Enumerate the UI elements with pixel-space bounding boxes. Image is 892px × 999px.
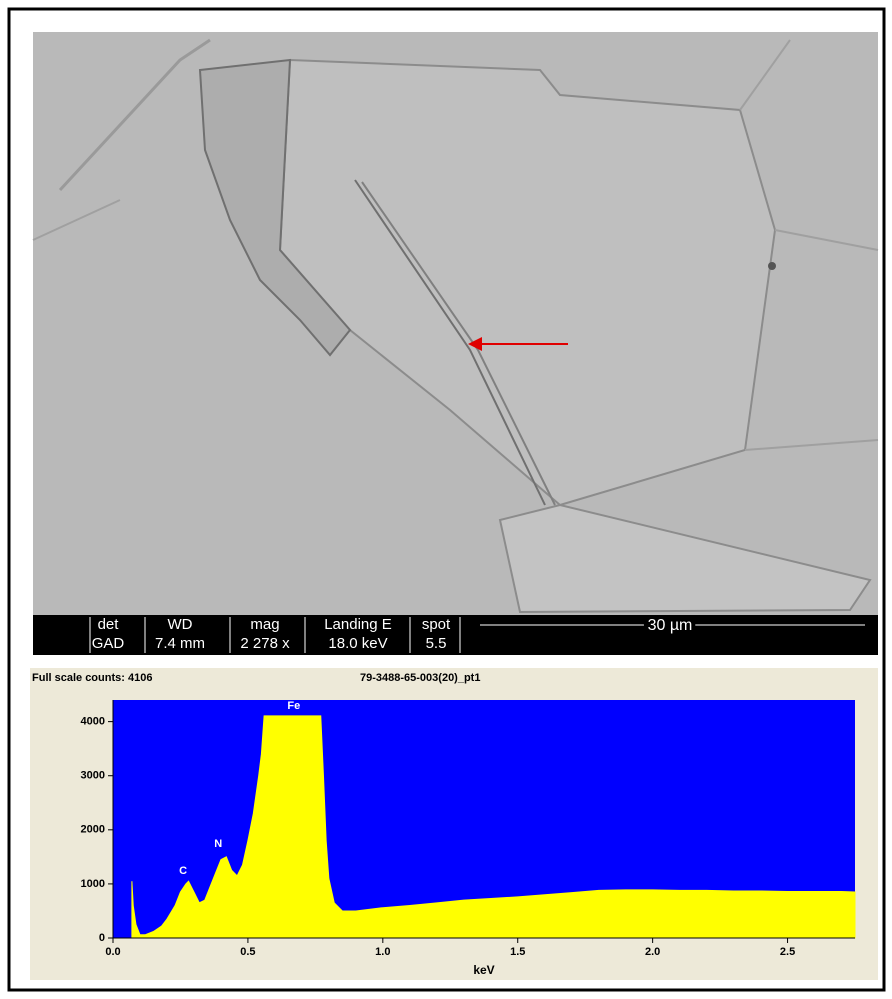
y-tick-label: 1000 (81, 878, 105, 890)
sem-info-value: 2 278 x (240, 635, 290, 652)
spectrum-area (131, 715, 856, 939)
sem-info-bar (33, 615, 878, 655)
sem-info-value: GAD (92, 635, 125, 652)
y-tick-label: 2000 (81, 824, 105, 836)
x-tick-label: 2.5 (780, 946, 795, 958)
chart-subtitle: Full scale counts: 4106 (32, 672, 152, 684)
sem-info-head: WD (168, 616, 193, 633)
y-tick-label: 0 (99, 932, 105, 944)
y-tick-label: 3000 (81, 770, 105, 782)
x-tick-label: 0.0 (105, 946, 120, 958)
sem-info-value: 18.0 keV (328, 635, 387, 652)
sem-info-value: 5.5 (426, 635, 447, 652)
y-tick-label: 4000 (81, 716, 105, 728)
sem-image (32, 32, 879, 615)
peak-label: Fe (287, 700, 300, 712)
x-tick-label: 1.5 (510, 946, 525, 958)
sem-info-head: spot (422, 616, 451, 633)
sem-info-head: Landing E (324, 616, 392, 633)
sem-info-head: det (98, 616, 120, 633)
sem-info-value: 7.4 mm (155, 635, 205, 652)
sem-info: det GAD WD 7.4 mm mag 2 278 x Landing E 18.0 ke… (89, 616, 461, 653)
chart-title: 79-3488-65-003(20)_pt1 (360, 672, 480, 684)
scale-label: 30 µm (648, 617, 693, 634)
x-tick-label: 2.0 (645, 946, 660, 958)
sem-info-head: mag (250, 616, 279, 633)
x-tick-label: 1.0 (375, 946, 390, 958)
peak-label: C (179, 865, 187, 877)
peak-label: N (214, 838, 222, 850)
x-axis-label: keV (473, 963, 494, 977)
x-tick-label: 0.5 (240, 946, 255, 958)
